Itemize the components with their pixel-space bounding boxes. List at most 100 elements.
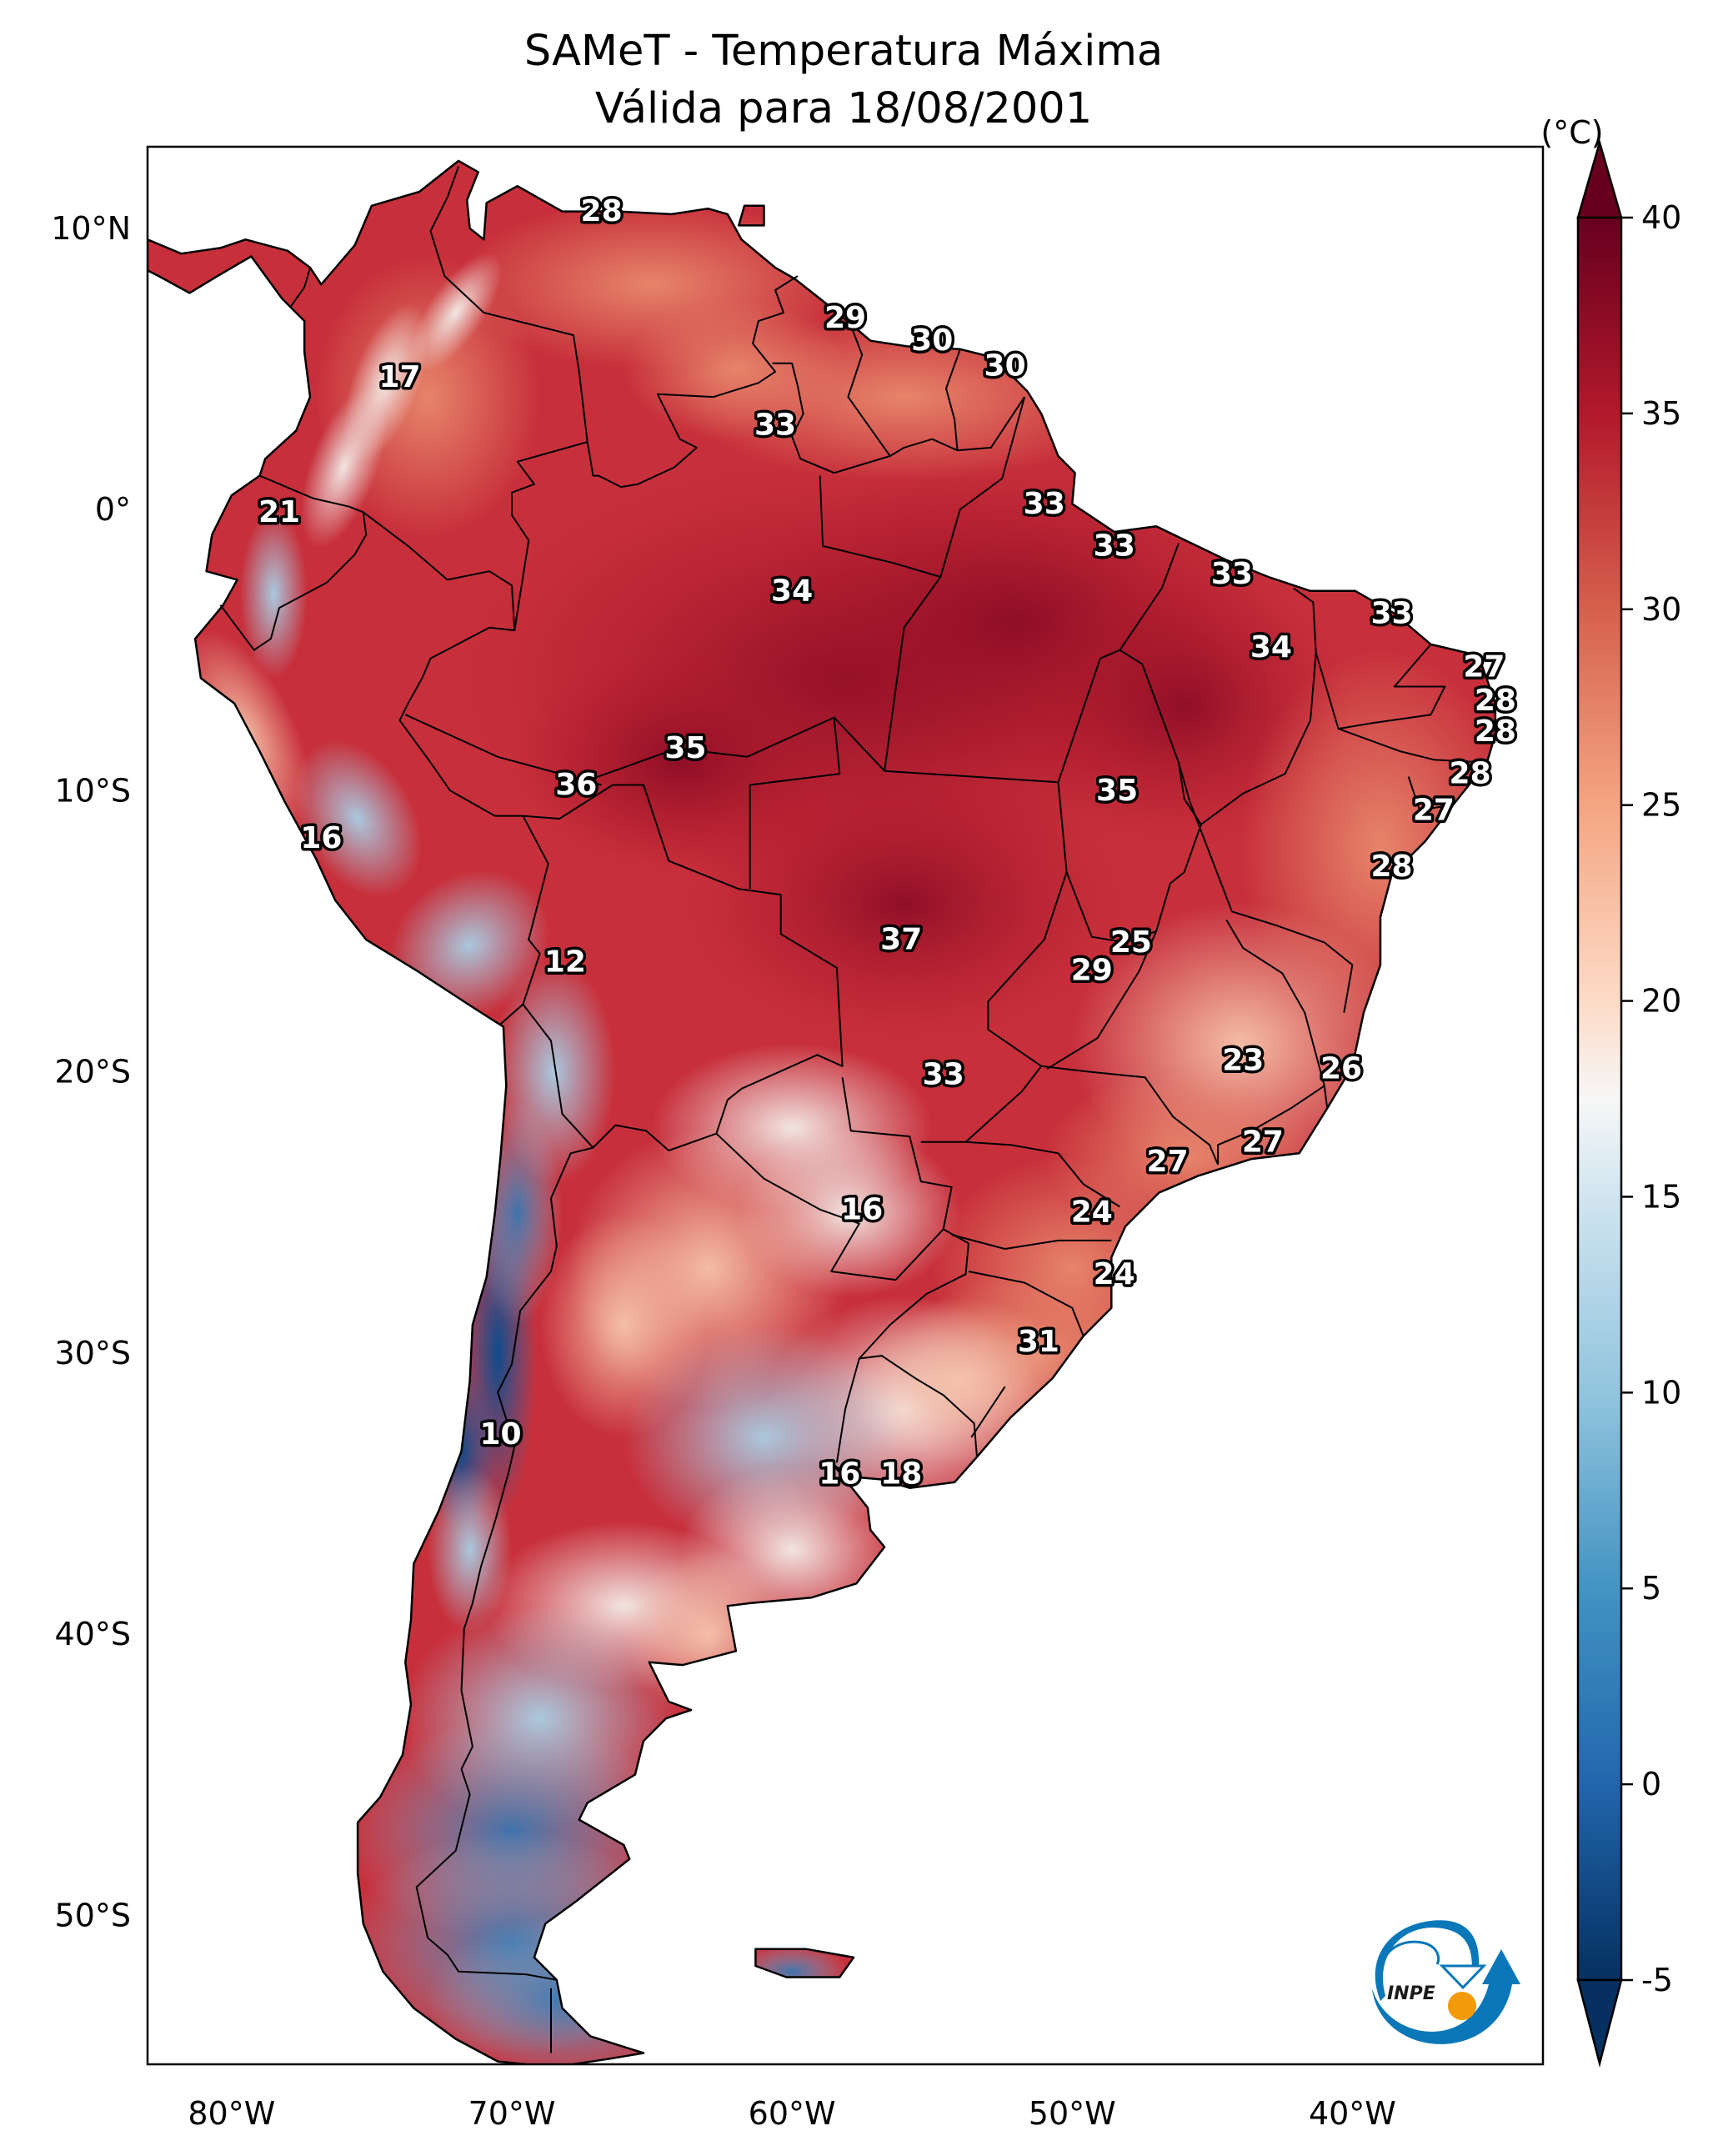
longitude-tick-label: 80°W <box>188 2095 275 2132</box>
temperature-value-label: 16 <box>300 821 342 855</box>
temperature-value-label: 28 <box>1450 757 1491 791</box>
temperature-value-label: 25 <box>1110 925 1152 960</box>
temperature-field-patch <box>735 1943 849 2000</box>
temperature-value-label: 29 <box>824 301 866 335</box>
border-line <box>970 1386 1006 1438</box>
border-line <box>833 716 1068 1143</box>
inpe-logo: INPE <box>1372 1920 1520 2044</box>
temperature-field-patch <box>409 253 503 373</box>
latitude-tick-label: 10°N <box>51 210 131 247</box>
temperature-value-label: 37 <box>880 923 922 957</box>
temperature-value-label: 12 <box>544 945 586 980</box>
temperature-value-label: 27 <box>1242 1125 1284 1159</box>
temperature-field-patch <box>428 1915 709 2064</box>
colorbar-tick-label: 40 <box>1641 199 1681 236</box>
colorbar-tick-label: 30 <box>1641 591 1681 628</box>
temperature-value-label: 27 <box>1413 793 1455 827</box>
border-line <box>1178 762 1354 1013</box>
border-line <box>945 348 961 451</box>
border-line <box>939 396 1026 578</box>
coastline <box>754 1948 855 1978</box>
border-line <box>511 441 588 631</box>
border-line <box>1119 543 1180 651</box>
colorbar-tick-label: -5 <box>1641 1962 1673 1998</box>
coastline <box>738 204 765 227</box>
logo-swoosh-arrow <box>1372 1949 1520 2044</box>
logo-text: INPE <box>1387 1983 1435 2004</box>
temperature-value-label: 34 <box>1250 630 1292 664</box>
border-line <box>1217 1085 1325 1165</box>
border-line <box>847 318 891 457</box>
temperature-value-label: 21 <box>258 495 300 529</box>
temperature-value-label: 34 <box>771 574 813 608</box>
colorbar-extend-max <box>1576 138 1623 219</box>
longitude-tick-label: 70°W <box>468 2095 556 2132</box>
border-line <box>289 267 311 308</box>
temperature-value-label: 28 <box>581 194 623 228</box>
temperature-value-label: 24 <box>1094 1257 1135 1291</box>
logo-sun-dot <box>1448 1992 1476 2020</box>
temperature-value-label: 10 <box>479 1417 521 1452</box>
colorbar-extend-min <box>1576 1978 1623 2068</box>
temperature-field-patch <box>428 1465 512 1635</box>
temperature-value-label: 33 <box>1370 596 1412 630</box>
temperature-value-label: 16 <box>841 1192 883 1226</box>
chart-title: SAMeT - Temperatura Máxima <box>524 27 1163 76</box>
temperature-value-label: 23 <box>1222 1044 1264 1078</box>
border-line <box>1225 919 1329 1109</box>
temperature-value-label: 30 <box>984 349 1026 384</box>
temperature-field-patch <box>624 298 849 439</box>
latitude-tick-label: 30°S <box>55 1335 131 1371</box>
colorbar-tick-label: 25 <box>1641 787 1681 824</box>
map-frame <box>146 145 1545 2066</box>
chart-subtitle: Válida para 18/08/2001 <box>595 84 1092 133</box>
temperature-value-label: 33 <box>1211 557 1253 591</box>
latitude-tick-label: 40°S <box>55 1616 131 1652</box>
longitude-tick-label: 40°W <box>1309 2095 1396 2132</box>
temperature-value-label: 30 <box>911 323 953 358</box>
border-line <box>951 1234 1112 1250</box>
temperature-value-label: 35 <box>664 731 706 765</box>
coastline <box>148 159 1497 2064</box>
border-line <box>1041 1065 1220 1166</box>
land-temperature-field <box>148 160 1495 2064</box>
longitude-tick-label: 50°W <box>1029 2095 1116 2132</box>
temperature-field-patch <box>679 762 1129 1044</box>
colorbar-tick-label: 35 <box>1641 395 1681 432</box>
temperature-value-label: 33 <box>1094 529 1135 563</box>
border-line <box>835 1358 860 1463</box>
colorbar-tick-label: 10 <box>1641 1374 1681 1411</box>
border-line <box>363 511 549 1025</box>
border-line <box>1046 930 1158 1070</box>
border-line <box>522 1003 594 1149</box>
temperature-value-label: 33 <box>923 1057 964 1091</box>
temperature-field-patch <box>239 509 308 679</box>
temperature-value-label: 27 <box>1463 649 1505 684</box>
colorbar-tick-label: 5 <box>1641 1570 1661 1607</box>
temperature-value-label: 31 <box>1018 1325 1059 1359</box>
border-line <box>1407 776 1454 811</box>
temperature-value-label: 28 <box>1370 850 1412 884</box>
temperature-value-label: 24 <box>1071 1196 1113 1230</box>
border-line <box>219 474 368 651</box>
longitude-tick-label: 60°W <box>749 2095 836 2132</box>
temperature-value-label: 35 <box>1096 774 1138 808</box>
border-line <box>429 166 799 489</box>
temperature-field-patch <box>293 740 423 897</box>
temperature-value-label: 33 <box>754 408 796 442</box>
colorbar-tick-label: 0 <box>1641 1766 1661 1803</box>
country-borders <box>219 166 1487 2053</box>
temperature-value-label: 26 <box>1320 1052 1362 1086</box>
border-line <box>404 714 602 786</box>
temperature-value-label: 28 <box>1475 684 1516 718</box>
colorbar-tick-label: 15 <box>1641 1178 1681 1215</box>
border-line <box>1338 728 1487 764</box>
temperature-field-patch <box>492 959 616 1185</box>
border-line <box>1200 587 1317 825</box>
border-line <box>415 784 844 1981</box>
latitude-tick-label: 50°S <box>55 1897 131 1933</box>
temperature-value-label: 18 <box>880 1457 922 1491</box>
temperature-value-label: 17 <box>378 360 420 394</box>
logo-inner-swirl <box>1380 1940 1440 1968</box>
